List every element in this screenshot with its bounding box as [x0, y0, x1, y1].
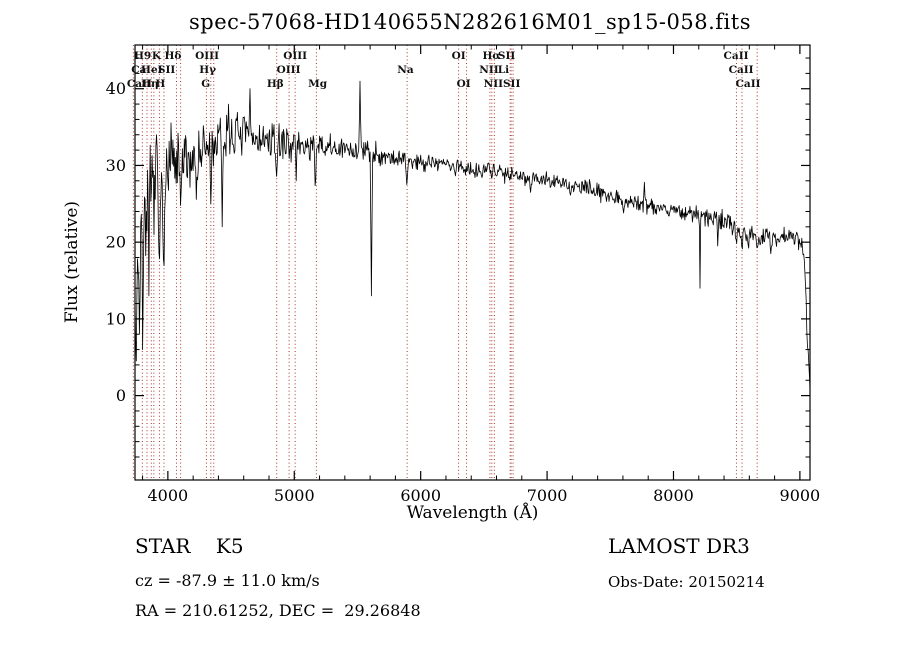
spectral-line-label: SII [503, 78, 520, 90]
spectral-line-label: Li [498, 64, 509, 76]
spectral-line-label: Ca [131, 64, 146, 76]
spectral-line-label: Na [397, 64, 414, 76]
spectral-line-label: Hβ [267, 78, 284, 90]
spectral-line-label: Hη [141, 78, 159, 90]
spectral-line-label: CaII [736, 78, 761, 90]
y-tick-label: 40 [106, 79, 126, 98]
spectral-line-label: H [155, 78, 165, 90]
survey-label: LAMOST DR3 [608, 534, 750, 558]
spectral-line-label: OIII [283, 50, 307, 62]
y-axis-label: Flux (relative) [62, 200, 82, 324]
spectral-line-label: Hγ [199, 64, 216, 76]
spectral-line-label: OI [452, 50, 466, 62]
spectral-line-label: Hδ [164, 50, 181, 62]
y-tick-label: 20 [106, 233, 126, 252]
spectral-line-label: SII [498, 50, 515, 62]
y-tick-label: 10 [106, 309, 126, 328]
spectral-line-label: Mg [308, 78, 328, 90]
spectral-line-label: OIII [277, 64, 301, 76]
x-axis-label: Wavelength (Å) [406, 503, 539, 523]
plot-title: spec-57068-HD140655N282616M01_sp15-058.f… [189, 10, 751, 34]
spectral-line-label: OIII [195, 50, 219, 62]
axes-box [134, 44, 811, 481]
spectrum-line [134, 80, 811, 390]
x-tick-label: 4000 [148, 486, 189, 505]
spectral-line-label: CaII [724, 50, 749, 62]
spectral-line-label: G [201, 78, 210, 90]
spectral-line-label: SII [158, 64, 175, 76]
ra-dec-coordinates: RA = 210.61252, DEC = 29.26848 [135, 601, 421, 620]
object-class-label: STAR K5 [135, 534, 244, 558]
x-tick-label: 5000 [274, 486, 315, 505]
x-tick-label: 8000 [653, 486, 694, 505]
spectral-line-label: HeI [141, 64, 163, 76]
spectral-line-label: CaII [127, 78, 152, 90]
cz-value: cz = -87.9 ± 11.0 km/s [135, 571, 320, 590]
x-tick-label: 7000 [527, 486, 568, 505]
x-tick-label: 6000 [400, 486, 441, 505]
spectral-line-label: NII [484, 78, 504, 90]
spectral-line-label: H9 [134, 50, 151, 62]
y-tick-label: 30 [106, 156, 126, 175]
spectral-line-label: NII [479, 64, 499, 76]
spectral-line-label: OI [457, 78, 471, 90]
spectral-line-label: Hα [482, 50, 500, 62]
x-tick-label: 9000 [780, 486, 821, 505]
obs-date: Obs-Date: 20150214 [608, 573, 765, 591]
spectral-line-label: K [152, 50, 162, 62]
y-tick-label: 0 [116, 386, 126, 405]
spectral-line-label: CaII [729, 64, 754, 76]
